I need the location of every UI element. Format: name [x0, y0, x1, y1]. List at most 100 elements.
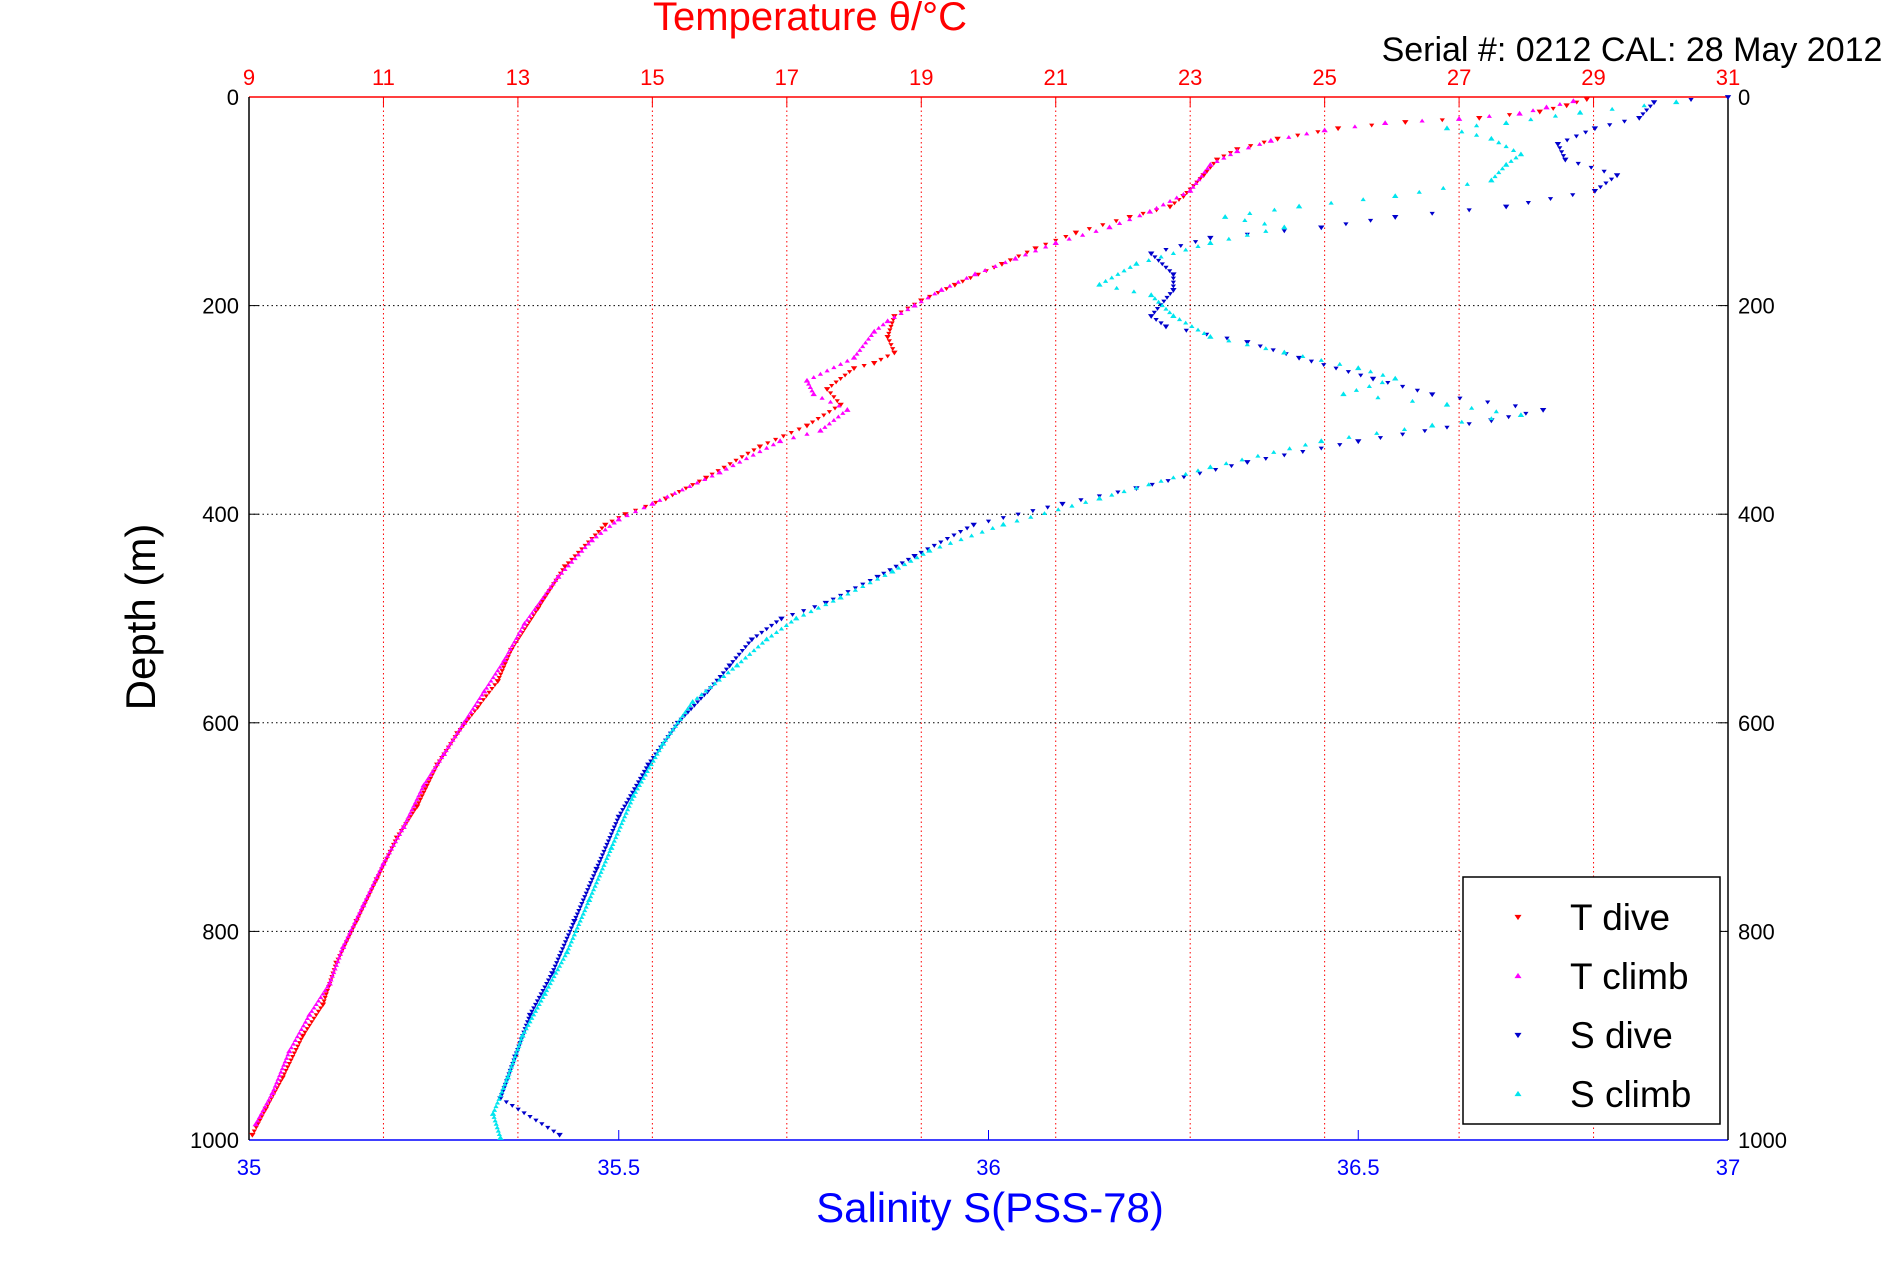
- data-point: [889, 321, 895, 326]
- data-point: [272, 1083, 278, 1088]
- data-point: [1159, 303, 1165, 308]
- data-point: [1274, 136, 1281, 142]
- data-point: [1334, 126, 1342, 132]
- data-point: [747, 651, 753, 656]
- data-point: [683, 486, 689, 491]
- data-point: [824, 368, 830, 373]
- data-point: [1170, 284, 1176, 289]
- data-point: [490, 675, 496, 680]
- data-point: [335, 959, 341, 964]
- temperature-tick-label: 21: [1043, 65, 1067, 90]
- data-point: [811, 375, 817, 379]
- data-point: [322, 995, 328, 1000]
- data-point: [1207, 161, 1214, 167]
- data-point: [1367, 218, 1374, 223]
- data-point: [1263, 346, 1269, 351]
- data-point: [562, 940, 569, 945]
- data-point: [271, 1087, 277, 1092]
- data-point: [982, 268, 988, 272]
- data-point: [1195, 468, 1201, 473]
- data-point: [555, 573, 562, 579]
- data-point: [1024, 250, 1030, 255]
- data-point: [542, 985, 548, 990]
- data-point: [527, 1019, 533, 1024]
- data-point: [496, 676, 502, 680]
- data-point: [286, 1061, 292, 1066]
- data-point: [370, 882, 376, 887]
- data-point: [768, 633, 775, 638]
- data-point: [736, 652, 742, 657]
- data-point: [579, 548, 585, 553]
- data-point: [819, 395, 825, 400]
- data-point: [311, 1016, 317, 1021]
- data-point: [1178, 244, 1184, 248]
- data-point: [643, 504, 649, 509]
- data-point: [472, 703, 478, 707]
- data-point: [947, 540, 954, 545]
- data-point: [593, 880, 600, 885]
- data-point: [1113, 219, 1119, 224]
- data-point: [585, 888, 591, 893]
- data-point: [495, 668, 501, 673]
- data-point: [1146, 258, 1152, 262]
- data-point: [282, 1059, 288, 1064]
- data-point: [532, 1002, 539, 1007]
- data-point: [409, 807, 415, 812]
- data-point: [1014, 518, 1020, 523]
- data-point: [1300, 354, 1306, 359]
- data-point: [547, 981, 553, 986]
- data-point: [269, 1090, 276, 1095]
- data-point: [417, 789, 424, 794]
- data-point: [553, 970, 559, 975]
- data-point: [539, 599, 546, 604]
- data-point: [1609, 106, 1615, 111]
- data-point: [1170, 280, 1176, 285]
- data-point: [1228, 464, 1235, 469]
- data-point: [1650, 100, 1658, 106]
- data-point: [1355, 439, 1362, 445]
- data-point: [801, 609, 807, 614]
- data-point: [607, 849, 613, 853]
- data-point: [1093, 228, 1099, 233]
- data-point: [1224, 336, 1230, 341]
- data-point: [1601, 169, 1607, 174]
- data-point: [421, 790, 427, 795]
- data-point: [1380, 372, 1386, 377]
- data-point: [667, 730, 674, 735]
- temperature-tick-label: 9: [243, 65, 255, 90]
- data-point: [1583, 97, 1591, 102]
- legend-box: [1462, 876, 1721, 1125]
- data-point: [964, 275, 970, 280]
- data-point: [650, 758, 656, 763]
- data-point: [723, 466, 729, 471]
- data-point: [759, 640, 766, 645]
- data-point: [1207, 235, 1214, 241]
- data-point: [569, 557, 575, 562]
- data-point: [886, 339, 892, 344]
- data-point: [432, 765, 438, 770]
- data-point: [1176, 317, 1183, 322]
- data-point: [844, 358, 850, 363]
- data-point: [635, 780, 642, 785]
- data-point: [1028, 514, 1034, 519]
- data-point: [1281, 224, 1288, 230]
- data-point: [369, 885, 375, 890]
- legend-marker: [1514, 1032, 1522, 1039]
- data-point: [439, 755, 445, 760]
- data-point: [1464, 182, 1470, 186]
- temperature-tick-label: 31: [1716, 65, 1740, 90]
- data-point: [944, 536, 951, 541]
- data-point: [1072, 230, 1080, 236]
- data-point: [1401, 427, 1408, 432]
- data-point: [1513, 155, 1519, 160]
- data-point: [1133, 485, 1139, 490]
- data-point: [540, 988, 546, 993]
- data-point: [419, 794, 425, 799]
- data-point: [537, 599, 543, 604]
- data-point: [257, 1118, 263, 1123]
- data-point: [639, 773, 646, 778]
- data-point: [829, 384, 835, 388]
- data-point: [509, 1104, 515, 1108]
- data-point: [1002, 260, 1008, 265]
